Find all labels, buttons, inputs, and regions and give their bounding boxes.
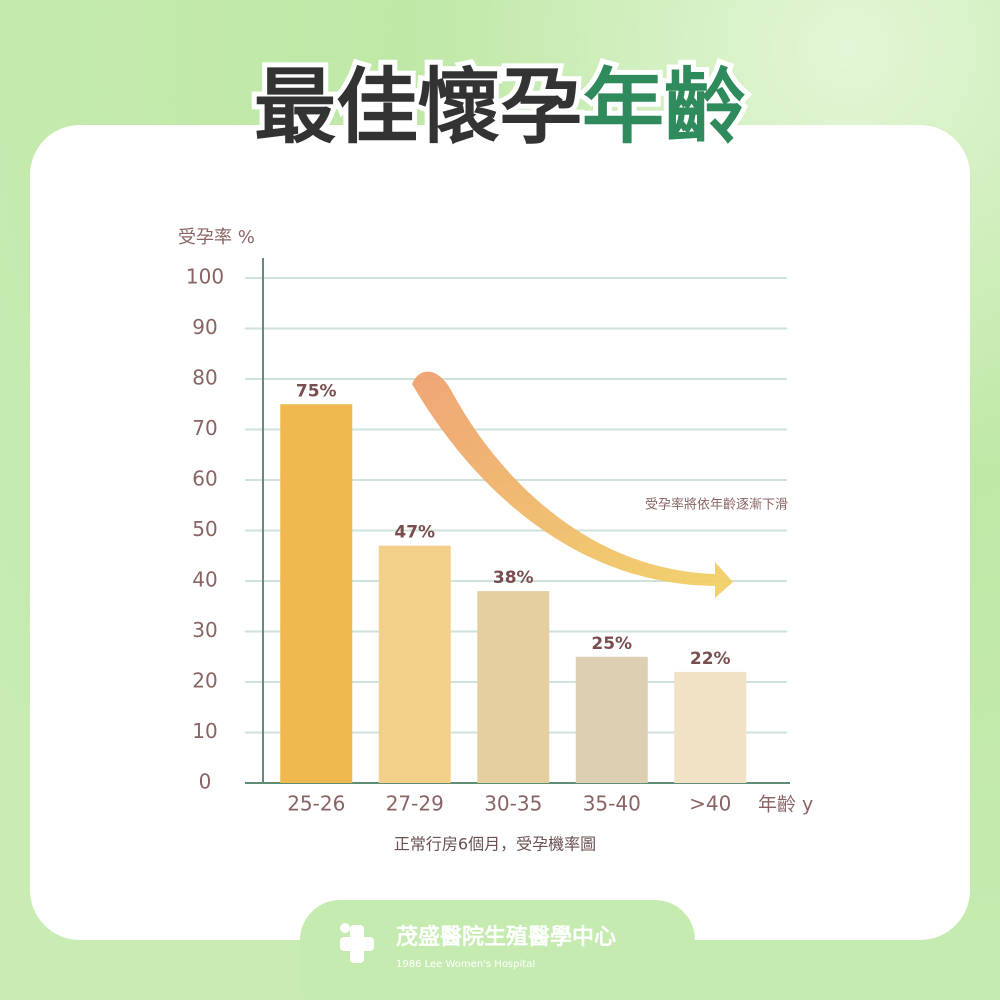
y-tick-label: 40 xyxy=(192,568,217,592)
bar xyxy=(575,656,648,783)
card xyxy=(30,125,970,940)
x-tick-label: 30-35 xyxy=(484,792,542,816)
y-tick-label: 30 xyxy=(192,618,217,642)
x-tick-label: 25-26 xyxy=(287,792,345,816)
x-tick-label: 27-29 xyxy=(386,792,444,816)
y-tick-label: 0 xyxy=(199,770,212,794)
y-tick-label: 90 xyxy=(192,315,217,339)
footer-subtitle: 1986 Lee Women's Hospital xyxy=(396,959,535,970)
logo-dot xyxy=(340,923,350,933)
y-tick-label: 80 xyxy=(192,366,217,390)
footer-tab xyxy=(300,900,695,1004)
y-tick-label: 70 xyxy=(192,416,217,440)
x-tick-label: >40 xyxy=(689,792,731,816)
x-tick-label: 35-40 xyxy=(583,792,641,816)
title-main: 最佳懷孕 xyxy=(254,60,582,155)
y-tick-label: 100 xyxy=(186,265,224,289)
y-tick-label: 10 xyxy=(192,719,217,743)
x-axis-label: 年齡 y xyxy=(758,794,813,816)
y-tick-label: 20 xyxy=(192,669,217,693)
title-accent: 年齡 xyxy=(582,60,746,155)
value-label: 38% xyxy=(493,568,534,588)
y-tick-label: 60 xyxy=(192,467,217,491)
logo xyxy=(340,923,374,963)
value-label: 25% xyxy=(591,634,632,654)
bar xyxy=(674,671,747,783)
y-tick-label: 50 xyxy=(192,517,217,541)
annotation: 受孕率將依年齡逐漸下滑 xyxy=(645,497,788,513)
trend-arrow xyxy=(412,371,733,598)
footer-name: 茂盛醫院生殖醫學中心 xyxy=(396,924,616,950)
bar xyxy=(378,545,451,783)
bar xyxy=(477,591,550,783)
value-label: 47% xyxy=(394,523,435,543)
bar xyxy=(280,404,353,783)
value-label: 22% xyxy=(690,649,731,669)
caption: 正常行房6個月，受孕機率圖 xyxy=(394,835,596,854)
logo-cross-h xyxy=(340,937,374,951)
value-label: 75% xyxy=(296,381,337,401)
y-axis-label: 受孕率 % xyxy=(178,227,255,248)
title: 最佳懷孕年齡 xyxy=(254,60,746,155)
